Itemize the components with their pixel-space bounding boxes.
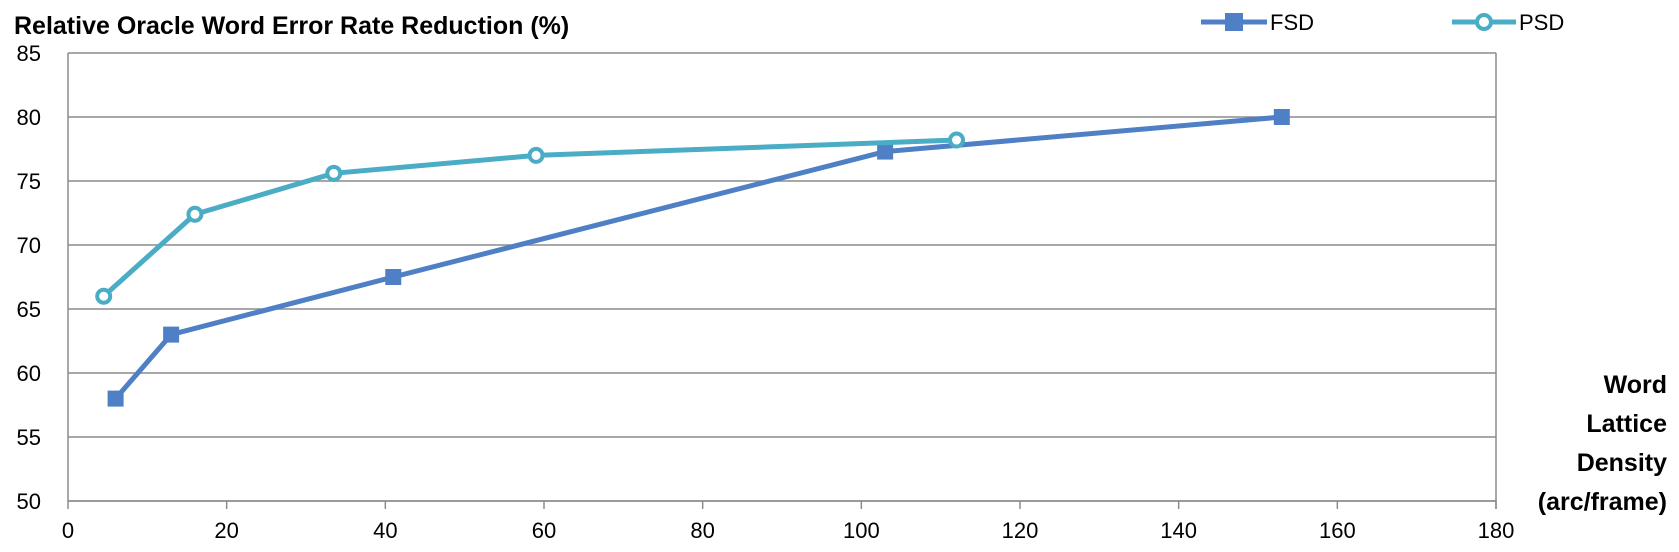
legend: FSD PSD xyxy=(1201,10,1564,35)
x-tick-label: 60 xyxy=(532,518,556,543)
y-tick-label: 55 xyxy=(17,425,41,450)
data-point-psd xyxy=(325,164,343,182)
data-point-fsd xyxy=(1273,109,1290,125)
y-tick-label: 50 xyxy=(17,489,41,514)
y-axis-label: Relative Oracle Word Error Rate Reductio… xyxy=(14,12,569,40)
x-axis-label-line-1: Word xyxy=(1604,371,1667,399)
series-group xyxy=(95,109,1290,407)
data-point-fsd xyxy=(107,390,124,407)
x-tick-label: 100 xyxy=(843,518,880,543)
y-tick-label: 65 xyxy=(17,297,41,322)
x-axis-label-line-4: (arc/frame) xyxy=(1538,488,1667,516)
x-tick-label: 0 xyxy=(62,518,74,543)
x-tick-label: 180 xyxy=(1478,518,1515,543)
series-psd xyxy=(95,131,966,305)
legend-item-psd: PSD xyxy=(1452,10,1564,35)
x-axis-label-line-2: Lattice xyxy=(1586,410,1667,438)
y-tick-label: 75 xyxy=(17,169,41,194)
x-axis-label: Word Lattice Density (arc/frame) xyxy=(1538,371,1667,516)
legend-fsd-label: FSD xyxy=(1270,10,1314,35)
series-line-fsd xyxy=(113,114,1285,402)
x-tick-label: 140 xyxy=(1160,518,1197,543)
legend-fsd-marker xyxy=(1225,13,1243,31)
data-point-psd xyxy=(948,131,966,149)
legend-item-fsd: FSD xyxy=(1201,10,1314,35)
x-tick-label: 80 xyxy=(690,518,714,543)
x-tick-label: 40 xyxy=(373,518,397,543)
data-point-fsd xyxy=(385,269,402,285)
x-axis-label-line-3: Density xyxy=(1577,449,1667,477)
legend-psd-marker xyxy=(1475,13,1493,31)
data-point-fsd xyxy=(877,143,894,160)
data-point-psd xyxy=(95,287,113,305)
legend-psd-label: PSD xyxy=(1519,10,1564,35)
x-tick-label: 160 xyxy=(1319,518,1356,543)
y-tick-labels: 50 55 60 65 70 75 80 85 xyxy=(17,41,41,514)
y-tick-label: 60 xyxy=(17,361,41,386)
data-point-fsd xyxy=(163,326,180,343)
x-tick-label: 120 xyxy=(1002,518,1039,543)
data-point-psd xyxy=(527,146,545,164)
data-point-psd xyxy=(186,205,204,223)
y-tick-label: 85 xyxy=(17,41,41,66)
series-fsd xyxy=(107,109,1290,407)
x-tick-labels: 0 20 40 60 80 100 120 140 160 180 xyxy=(62,501,1514,543)
axes xyxy=(67,53,1497,509)
y-tick-label: 70 xyxy=(17,233,41,258)
x-tick-label: 20 xyxy=(214,518,238,543)
y-tick-label: 80 xyxy=(17,105,41,130)
